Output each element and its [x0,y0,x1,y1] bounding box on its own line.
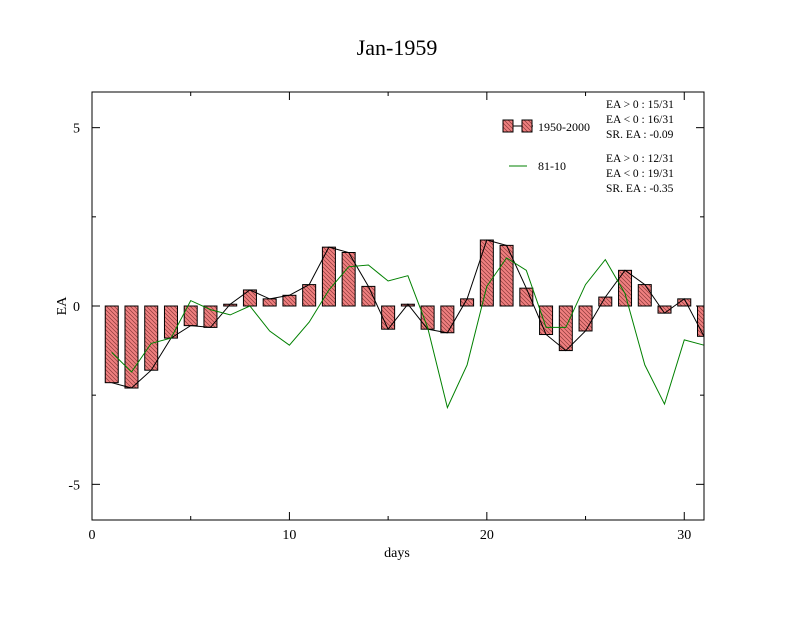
bar-4 [163,305,178,339]
bar-24 [558,305,573,352]
chart-title: Jan-1959 [357,35,438,60]
y-tick-label-5: 5 [73,122,80,137]
series-line-81-10 [111,257,705,410]
legend-bar-1950-2000-b [521,119,533,133]
legend-stat-1950-2000-1: EA < 0 : 16/31 [606,114,674,126]
bar-25 [578,305,593,332]
bar-19 [460,298,475,307]
legend-label-1950-2000: 1950-2000 [538,120,590,134]
bar-15 [381,305,396,330]
bar-28 [637,284,652,307]
bar-1 [104,305,119,384]
series-line-1950-2000 [111,239,705,389]
x-tick-label-20: 20 [480,528,494,543]
legend-label-81-10: 81-10 [538,159,566,173]
bars-layer [104,239,705,389]
bar-17 [420,305,435,330]
ticks-layer: 0 10 20 30 -5 0 5 [68,92,704,543]
legend-stat-1950-2000-2: SR. EA : -0.09 [606,129,674,141]
legend-bar-1950-2000 [502,119,514,133]
bar-2 [124,305,139,389]
bar-3 [144,305,159,371]
bar-23 [539,305,554,336]
legend: 1950-2000 EA > 0 : 15/31 EA < 0 : 16/31 SR.… [502,99,674,195]
legend-stat-81-10-2: SR. EA : -0.35 [606,183,674,195]
legend-stat-1950-2000-0: EA > 0 : 15/31 [606,99,674,111]
bar-20 [479,239,494,307]
bar-10 [282,294,297,307]
bar-22 [519,287,534,307]
y-tick-label-0: 0 [73,300,80,315]
x-tick-label-10: 10 [282,528,296,543]
y-axis-label: EA [55,296,70,316]
bar-9 [262,298,277,307]
legend-stat-81-10-0: EA > 0 : 12/31 [606,153,674,165]
x-axis-label: days [384,546,410,561]
x-tick-label-0: 0 [89,528,96,543]
legend-stat-81-10-1: EA < 0 : 19/31 [606,168,674,180]
bar-18 [440,305,455,334]
bar-31 [697,305,705,337]
x-tick-label-30: 30 [677,528,691,543]
lines-layer [111,239,705,410]
bar-11 [302,284,317,307]
y-tick-label--5: -5 [68,478,80,493]
